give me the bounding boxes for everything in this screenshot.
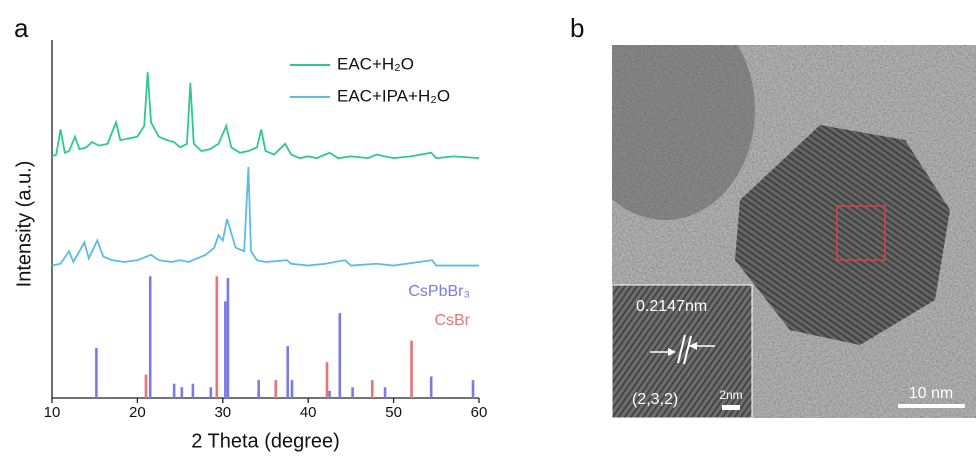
stick — [257, 380, 260, 398]
stick — [144, 374, 148, 398]
x-tick-label: 10 — [44, 404, 61, 421]
x-tick-label: 30 — [214, 404, 231, 421]
stick — [95, 347, 98, 398]
stick — [471, 380, 475, 398]
stick — [338, 313, 342, 398]
lattice-spacing: 0.2147nm — [636, 298, 707, 315]
stick — [215, 276, 219, 398]
stick-label: CsPbBr₃ — [408, 283, 470, 300]
panel-label: b — [570, 13, 584, 43]
stick — [325, 362, 329, 398]
stick — [383, 387, 387, 398]
lattice-plane: (2,3,2) — [632, 391, 678, 408]
stick — [410, 340, 413, 398]
stick — [370, 380, 374, 398]
data-line — [51, 167, 479, 267]
stick — [224, 301, 227, 398]
x-tick-label: 60 — [471, 404, 488, 421]
tem-image: 0.2147nm (2,3,2) 2nm 10 nm — [612, 45, 976, 418]
stick — [274, 380, 278, 398]
data-line — [51, 72, 480, 160]
legend-label: EAC+IPA+H₂O — [337, 86, 450, 105]
x-tick-label: 40 — [300, 404, 317, 421]
stick — [429, 376, 433, 398]
x-tick-label: 50 — [385, 404, 402, 421]
legend-label: EAC+H₂O — [337, 54, 414, 73]
panel-label: a — [14, 13, 29, 43]
stick — [209, 387, 213, 398]
inset-scale-label: 2nm — [719, 388, 742, 402]
x-tick-label: 20 — [129, 404, 146, 421]
y-axis-label: Intensity (a.u.) — [13, 161, 35, 288]
stick — [351, 387, 354, 398]
xrd-chart: 10 20 30 40 50 60 2 Theta (degree) Intensity (a… — [13, 40, 487, 452]
stick — [226, 278, 230, 398]
scale-label: 10 nm — [909, 385, 953, 402]
stick — [290, 380, 294, 398]
stick — [328, 390, 331, 398]
stick — [172, 383, 176, 398]
x-axis-label: 2 Theta (degree) — [191, 430, 340, 452]
stick-label: CsBr — [434, 312, 470, 329]
stick — [180, 387, 184, 398]
stick — [148, 276, 152, 398]
stick — [191, 383, 195, 398]
stick — [286, 346, 290, 398]
